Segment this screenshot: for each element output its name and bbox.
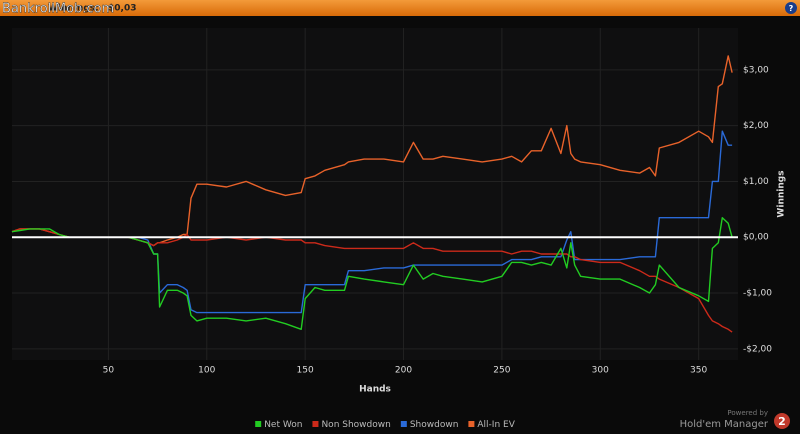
help-button[interactable] [785, 2, 797, 14]
help-icon[interactable]: ? [789, 4, 794, 13]
legend-label: Showdown [410, 420, 459, 430]
footer-version: 2 [778, 415, 786, 428]
x-tick-label: 300 [592, 366, 609, 376]
series-line [12, 130, 733, 314]
legend-swatch [312, 421, 319, 427]
x-axis-label: Hands [359, 385, 391, 395]
y-axis-label: Winnings [777, 170, 787, 217]
header-bar [0, 0, 800, 16]
footer-powered: Powered by [727, 409, 768, 417]
footer-brand: Hold'em Manager [680, 419, 769, 430]
footer-logo [774, 413, 790, 429]
legend-swatch [468, 421, 475, 427]
legend-swatch [255, 421, 262, 427]
y-tick-label: $2,00 [743, 121, 769, 131]
series-line [11, 217, 733, 330]
y-tick-label: -$1,00 [743, 289, 772, 299]
x-tick-label: 250 [493, 366, 510, 376]
x-tick-label: 350 [690, 366, 707, 376]
header-title: Winnings: [48, 4, 99, 14]
y-tick-label: $1,00 [743, 177, 769, 187]
plot-area [12, 28, 738, 360]
x-tick-label: 100 [198, 366, 215, 376]
y-tick-label: $3,00 [743, 65, 769, 75]
header-value: $0,03 [108, 4, 136, 14]
x-tick-label: 200 [395, 366, 412, 376]
legend-label: Non Showdown [321, 420, 390, 430]
legend-label: All-In EV [477, 420, 515, 430]
x-tick-label: 150 [297, 366, 314, 376]
y-tick-label: $0,00 [743, 233, 769, 243]
watermark: BankrollMob.com [2, 2, 114, 17]
x-tick-label: 50 [103, 366, 115, 376]
legend-label: Net Won [264, 420, 302, 430]
legend-swatch [400, 421, 407, 427]
y-tick-label: -$2,00 [743, 344, 772, 354]
